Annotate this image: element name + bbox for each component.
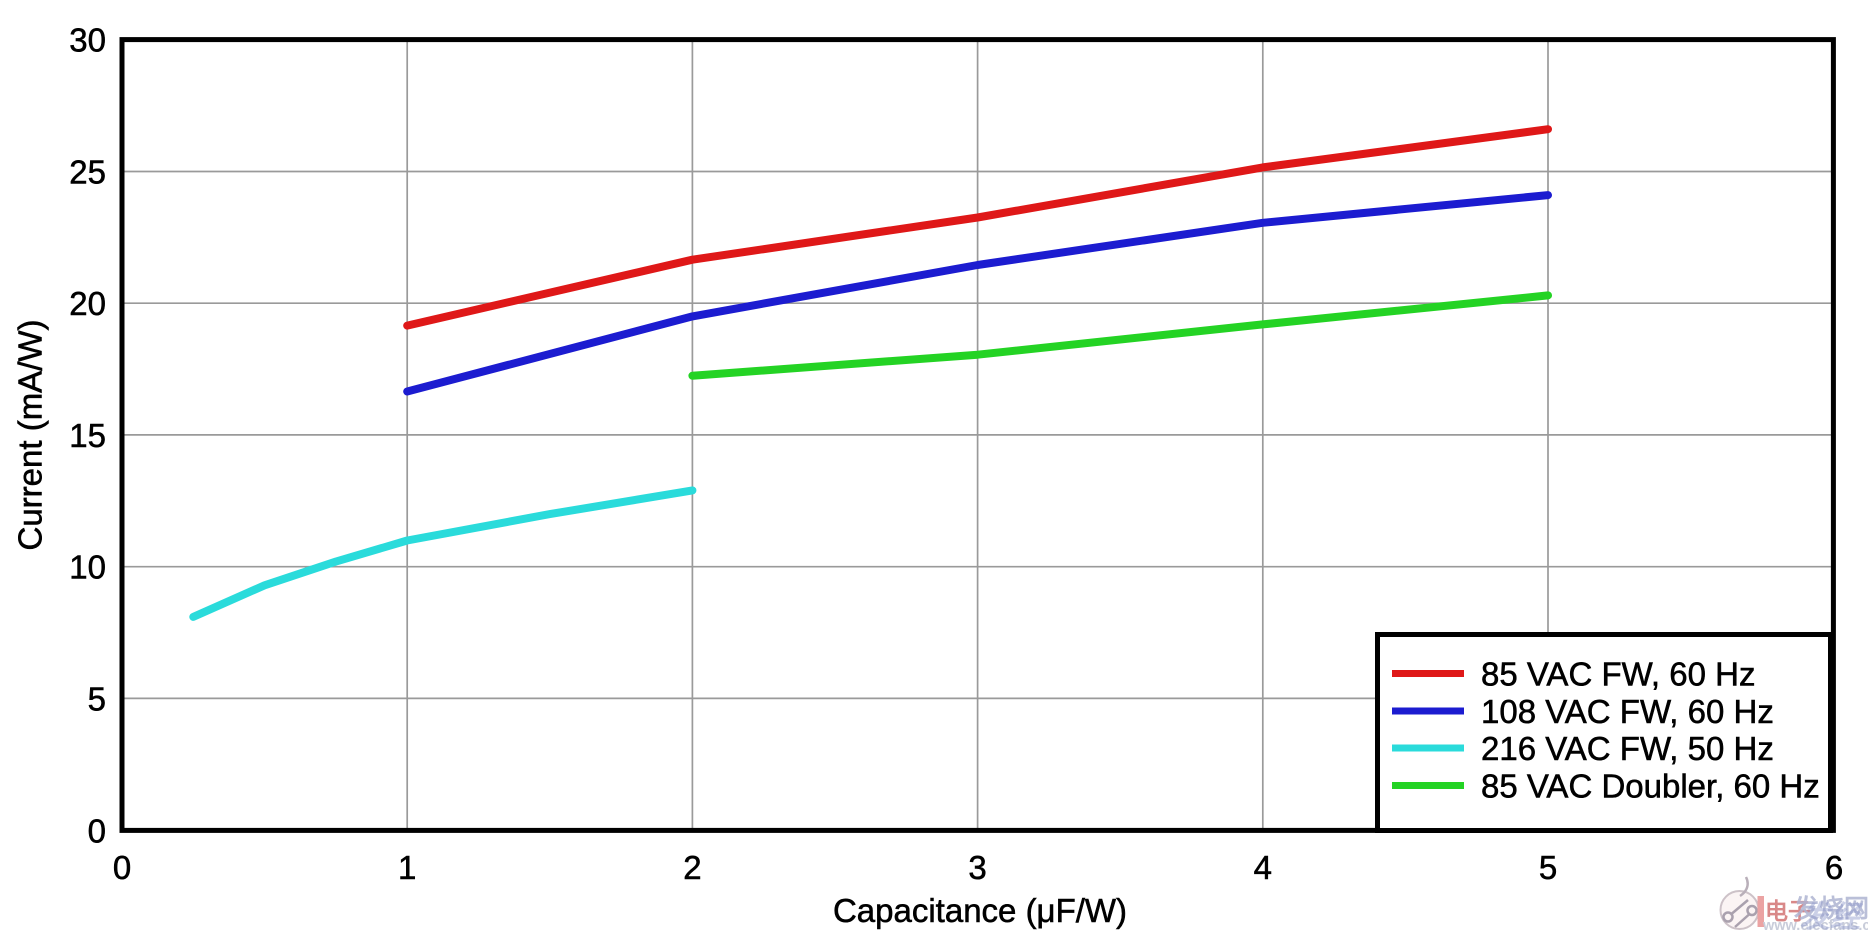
svg-text:电子: 电子 — [1765, 898, 1811, 924]
svg-text:Current (mA/W): Current (mA/W) — [12, 320, 49, 551]
svg-text:20: 20 — [69, 285, 106, 322]
svg-text:216 VAC FW, 50 Hz: 216 VAC FW, 50 Hz — [1481, 730, 1774, 767]
svg-text:4: 4 — [1254, 849, 1272, 886]
svg-text:10: 10 — [69, 549, 106, 586]
svg-text:0: 0 — [88, 812, 106, 849]
svg-text:2: 2 — [683, 849, 701, 886]
svg-text:108 VAC FW, 60 Hz: 108 VAC FW, 60 Hz — [1481, 693, 1774, 730]
svg-text:发经: 发经 — [1800, 901, 1864, 934]
svg-text:3: 3 — [968, 849, 986, 886]
svg-text:5: 5 — [88, 680, 106, 717]
svg-text:发烧网: 发烧网 — [1793, 894, 1868, 923]
svg-text:1: 1 — [398, 849, 416, 886]
svg-text:30: 30 — [69, 22, 106, 59]
svg-text:0: 0 — [113, 849, 131, 886]
svg-text:85 VAC FW, 60 Hz: 85 VAC FW, 60 Hz — [1481, 656, 1755, 693]
svg-text:www.elecfans.com: www.elecfans.com — [1762, 918, 1868, 934]
svg-text:6: 6 — [1825, 849, 1843, 886]
svg-text:Capacitance (μF/W): Capacitance (μF/W) — [833, 892, 1127, 929]
svg-text:5: 5 — [1539, 849, 1557, 886]
svg-text:15: 15 — [69, 417, 106, 454]
svg-text:85 VAC Doubler, 60 Hz: 85 VAC Doubler, 60 Hz — [1481, 768, 1820, 805]
svg-text:25: 25 — [69, 154, 106, 191]
